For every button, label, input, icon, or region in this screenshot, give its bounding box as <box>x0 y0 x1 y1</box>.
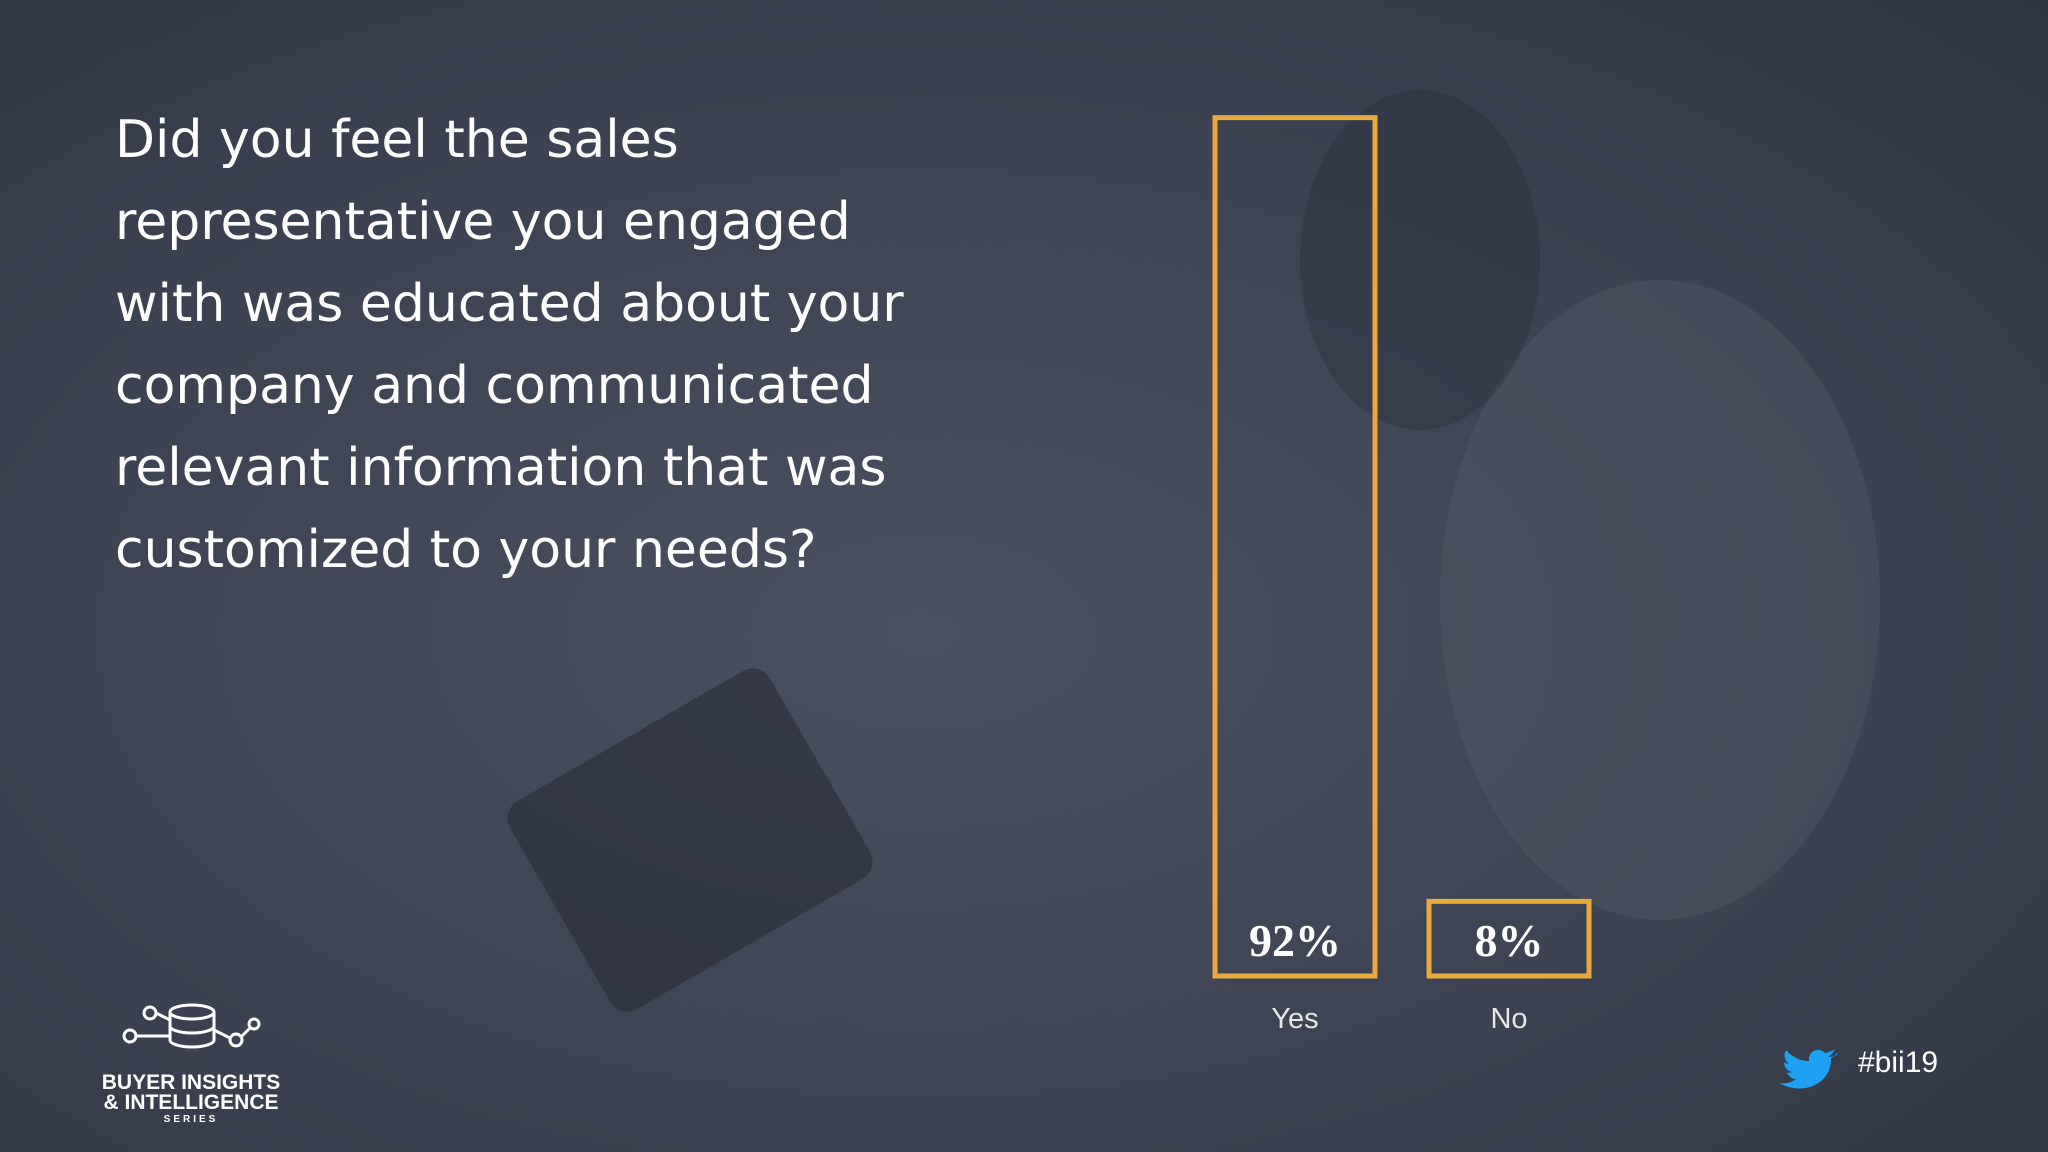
background-shape <box>507 668 873 1012</box>
background-shape <box>1440 280 1880 920</box>
title-line: relevant information that was <box>115 438 886 498</box>
logo-text: BUYER INSIGHTS <box>102 1071 281 1094</box>
hashtag: #bii19 <box>1858 1046 1938 1079</box>
value-label: 8% <box>1475 915 1544 966</box>
title-line: company and communicated <box>115 356 873 416</box>
title-line: Did you feel the sales <box>115 110 679 170</box>
background-shape <box>1300 90 1540 430</box>
category-label: Yes <box>1271 1003 1318 1035</box>
title-line: with was educated about your <box>115 274 904 334</box>
logo-text: SERIES <box>164 1114 219 1125</box>
logo <box>122 1003 261 1049</box>
title-line: representative you engaged <box>115 192 851 252</box>
bar <box>1426 898 1592 979</box>
twitter-icon <box>1779 1049 1837 1089</box>
value-label: 92% <box>1249 915 1341 966</box>
bar <box>1212 115 1378 979</box>
category-label: No <box>1490 1003 1527 1035</box>
title-line: customized to your needs? <box>115 520 817 580</box>
logo-text: & INTELLIGENCE <box>103 1091 278 1114</box>
